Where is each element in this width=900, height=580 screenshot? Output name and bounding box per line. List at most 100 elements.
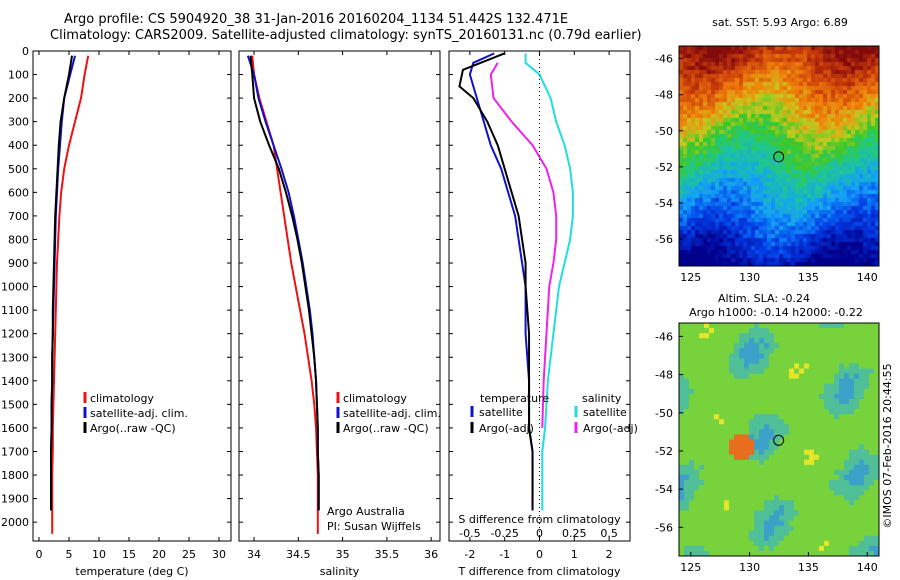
depth-tick-label: 100 <box>8 69 29 82</box>
map-y-tick-label: -50 <box>655 407 673 420</box>
x-tick-label: 30 <box>212 548 226 561</box>
map-image <box>679 46 879 266</box>
depth-tick-label: 1200 <box>1 328 29 341</box>
series-line <box>524 53 574 511</box>
x-tick-label: -1 <box>499 548 510 561</box>
map-x-tick-label: 125 <box>680 271 701 284</box>
x-axis-label: salinity <box>320 565 360 578</box>
x-tick-label: 25 <box>182 548 196 561</box>
x-top-tick-label: 0.25 <box>562 527 587 540</box>
map-frame <box>678 322 880 557</box>
series-line <box>249 55 320 511</box>
x-top-tick-label: -0.25 <box>490 527 518 540</box>
depth-tick-label: 1300 <box>1 351 29 364</box>
x-tick-label: 0 <box>36 548 43 561</box>
map1-title: sat. SST: 5.93 Argo: 6.89 <box>712 16 848 29</box>
x-tick-label: 0 <box>536 548 543 561</box>
depth-tick-label: 1900 <box>1 493 29 506</box>
legend-label: satellite-adj. clim. <box>90 407 188 420</box>
x-tick-label: 35.5 <box>375 548 400 561</box>
map2-title-line1: Altim. SLA: -0.24 <box>718 292 810 305</box>
legend-title: temperature <box>480 392 549 405</box>
map-x-tick-label: 135 <box>798 271 819 284</box>
legend-label: satellite <box>583 406 627 419</box>
x-tick-label: 15 <box>122 548 136 561</box>
depth-tick-label: 2000 <box>1 516 29 529</box>
x-top-tick-label: -0.5 <box>459 527 480 540</box>
legend-label: Argo(-adj) <box>479 422 534 435</box>
series-line <box>50 55 76 511</box>
legend-label: Argo(..raw -QC) <box>90 422 176 435</box>
depth-tick-label: 800 <box>8 233 29 246</box>
map-x-tick-label: 135 <box>798 561 819 574</box>
header-line2: Climatology: CARS2009. Satellite-adjuste… <box>50 28 642 43</box>
legend-label: Argo(..raw -QC) <box>343 422 429 435</box>
x-tick-label: 1 <box>571 548 578 561</box>
depth-tick-label: 1600 <box>1 422 29 435</box>
map-x-tick-label: 130 <box>739 271 760 284</box>
map-image <box>679 323 879 556</box>
depth-tick-label: 500 <box>8 163 29 176</box>
x-tick-label: 36 <box>424 548 438 561</box>
depth-tick-label: 1100 <box>1 304 29 317</box>
map-y-tick-label: -48 <box>655 89 673 102</box>
map-x-tick-label: 125 <box>680 561 701 574</box>
x-top-tick-label: 0.5 <box>600 527 618 540</box>
map-y-tick-label: -52 <box>655 161 673 174</box>
series-line <box>50 55 73 511</box>
argo-position-marker <box>773 434 785 446</box>
depth-tick-label: 400 <box>8 139 29 152</box>
depth-tick-label: 700 <box>8 210 29 223</box>
map-y-tick-label: -56 <box>655 521 673 534</box>
copyright-label: ©IMOS 07-Feb-2016 20:44:55 <box>881 363 894 528</box>
map-y-tick-label: -46 <box>655 53 673 66</box>
series-line <box>246 55 320 511</box>
depth-tick-label: 1800 <box>1 469 29 482</box>
map-frame <box>678 45 880 267</box>
map-y-tick-label: -46 <box>655 330 673 343</box>
map-y-tick-label: -48 <box>655 369 673 382</box>
x-tick-label: 2 <box>606 548 613 561</box>
x-tick-label: 34.5 <box>286 548 311 561</box>
legend-label: climatology <box>90 392 154 405</box>
legend-label: climatology <box>343 392 407 405</box>
legend-label: satellite <box>479 406 523 419</box>
map-y-tick-label: -54 <box>655 483 673 496</box>
map-y-tick-label: -54 <box>655 197 673 210</box>
series-line <box>489 62 558 428</box>
depth-tick-label: 1400 <box>1 375 29 388</box>
x-tick-label: -2 <box>464 548 475 561</box>
x-tick-label: 35 <box>336 548 350 561</box>
map-y-tick-label: -56 <box>655 233 673 246</box>
plot-frame <box>238 50 441 542</box>
depth-tick-label: 1000 <box>1 281 29 294</box>
map-x-tick-label: 140 <box>857 271 878 284</box>
x-tick-label: 34 <box>247 548 261 561</box>
header-line1: Argo profile: CS 5904920_38 31-Jan-2016 … <box>64 12 569 27</box>
argo-position-marker <box>773 151 785 163</box>
depth-tick-label: 200 <box>8 92 29 105</box>
map-y-tick-label: -52 <box>655 445 673 458</box>
x-tick-label: 10 <box>92 548 106 561</box>
map-x-tick-label: 140 <box>857 561 878 574</box>
series-line <box>458 52 534 511</box>
x-tick-label: 5 <box>66 548 73 561</box>
depth-tick-label: 300 <box>8 116 29 129</box>
depth-tick-label: 1700 <box>1 445 29 458</box>
x-axis-label: temperature (deg C) <box>75 565 188 578</box>
legend-title: salinity <box>582 392 622 405</box>
annotation: PI: Susan Wijffels <box>327 520 421 533</box>
legend-label: Argo(-adj) <box>583 422 638 435</box>
x-tick-label: 20 <box>152 548 166 561</box>
x-top-axis-label: S difference from climatology <box>458 513 621 526</box>
depth-tick-label: 0 <box>22 45 29 58</box>
legend-label: satellite-adj. clim. <box>343 407 441 420</box>
map2-title-line2: Argo h1000: -0.14 h2000: -0.22 <box>689 306 863 319</box>
series-line <box>468 52 534 511</box>
x-top-tick-label: 0 <box>536 527 543 540</box>
plot-frame <box>32 50 232 542</box>
series-line <box>51 55 90 534</box>
annotation: Argo Australia <box>327 505 405 518</box>
depth-tick-label: 1500 <box>1 398 29 411</box>
